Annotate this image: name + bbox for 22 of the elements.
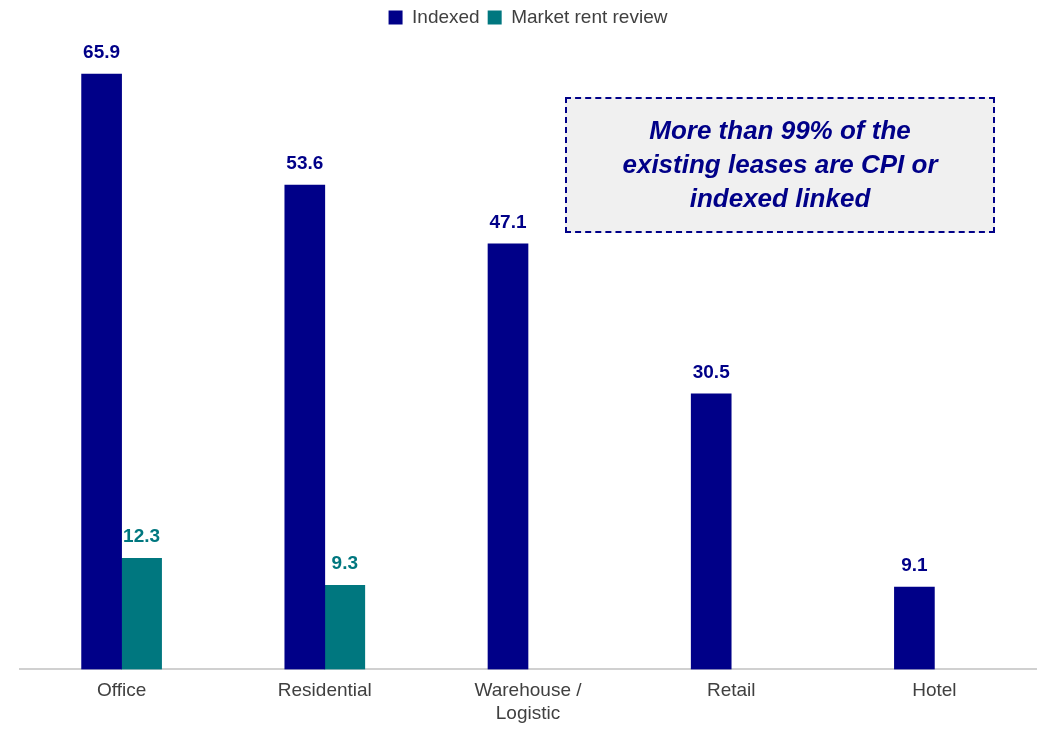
legend-label: Market rent review	[511, 5, 668, 27]
x-tick-label: Residential	[277, 679, 372, 701]
data-label: 12.3	[123, 525, 161, 547]
data-label: 9.3	[331, 552, 359, 574]
legend-label: Indexed	[412, 5, 480, 27]
x-tick-label: Hotel	[912, 679, 957, 701]
callout-box: More than 99% of the existing leases are CPI or indexed linked	[565, 97, 995, 233]
bar	[81, 73, 122, 670]
data-label: 65.9	[83, 40, 121, 62]
x-tick-label: Warehouse / Logistic	[474, 679, 583, 723]
data-label: 30.5	[692, 360, 731, 382]
bar	[284, 184, 326, 670]
bar	[690, 393, 732, 670]
x-tick-label: Office	[96, 679, 147, 701]
bar	[894, 586, 935, 670]
data-label: 47.1	[489, 210, 527, 232]
bar	[324, 585, 366, 670]
bar	[121, 557, 162, 670]
data-label: 53.6	[286, 151, 324, 173]
x-tick-label: Retail	[706, 679, 756, 701]
data-label: 9.1	[901, 553, 929, 575]
bar	[487, 243, 529, 670]
